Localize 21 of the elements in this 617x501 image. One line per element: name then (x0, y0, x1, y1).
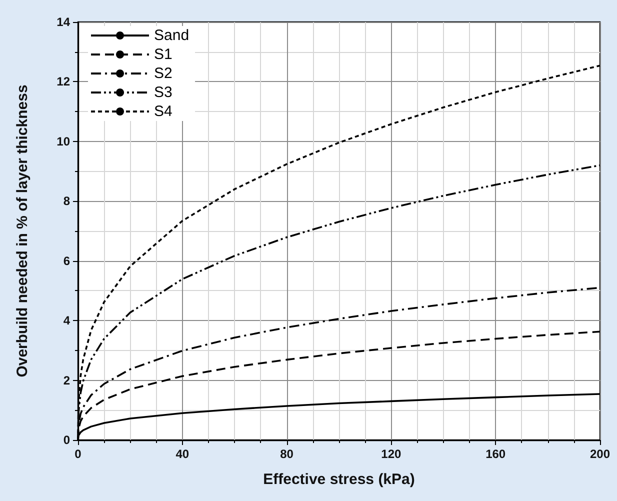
x-tick-label: 40 (176, 447, 190, 461)
legend-label: S2 (154, 65, 172, 82)
x-axis-title: Effective stress (kPa) (263, 471, 415, 488)
x-tick-label: 120 (381, 447, 402, 461)
y-axis-title: Overbuild needed in % of layer thickness (14, 84, 31, 378)
legend-label: S3 (154, 84, 172, 101)
y-tick-label: 8 (63, 194, 70, 208)
x-tick-label: 160 (486, 447, 506, 461)
legend-label: S1 (154, 46, 172, 63)
y-tick-label: 4 (63, 314, 70, 328)
x-tick-label: 80 (280, 447, 294, 461)
y-tick-label: 14 (56, 15, 70, 29)
y-tick-label: 12 (56, 74, 70, 89)
legend-label: S4 (154, 103, 172, 120)
y-tick-label: 6 (63, 254, 70, 268)
y-tick-label: 0 (63, 433, 70, 447)
y-tick-label: 10 (56, 134, 70, 148)
x-tick-label: 200 (590, 447, 610, 461)
y-tick-label: 2 (63, 373, 70, 388)
x-tick-label: 0 (74, 447, 82, 461)
legend-label: Sand (154, 27, 190, 44)
